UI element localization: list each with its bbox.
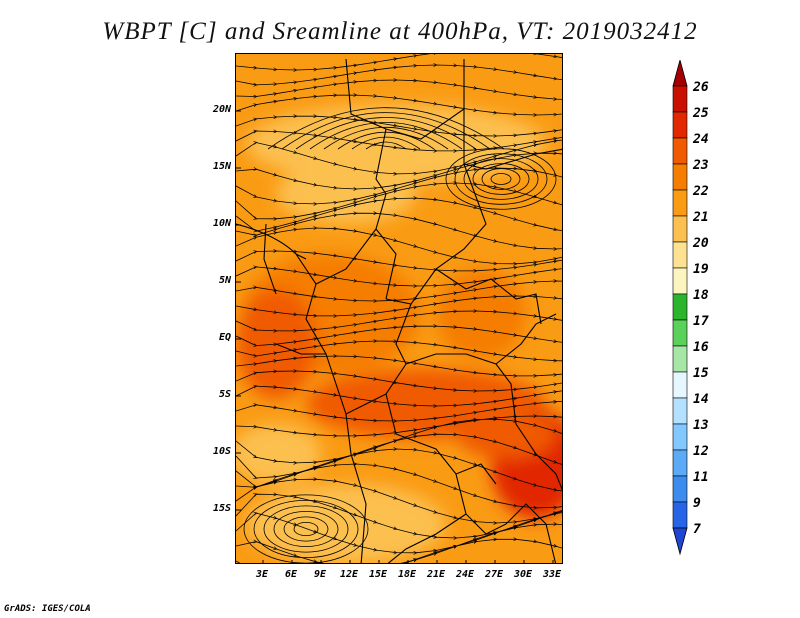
colorbar-label-11: 11: [693, 470, 709, 485]
colorbar-label-17: 17: [693, 314, 709, 329]
colorbar-segment: [672, 319, 688, 347]
streamline: [490, 173, 512, 185]
colorbar-segment: [672, 267, 688, 295]
streamline: [463, 158, 539, 200]
colorbar-segment: [672, 163, 688, 191]
streamline: [253, 500, 359, 558]
lon-label-30e: 30E: [513, 569, 533, 580]
streamline: [337, 131, 435, 150]
streamline: [445, 148, 557, 210]
lat-label-5s: 5S: [218, 389, 231, 400]
colorbar-segment: [672, 189, 688, 217]
axis-ticks: [236, 110, 554, 563]
streamline: [365, 141, 407, 150]
streamline: [309, 122, 463, 150]
lon-label-24e: 24E: [455, 569, 475, 580]
streamline: [293, 522, 319, 536]
lat-label-20n: 20N: [212, 104, 231, 115]
colorbar-segment: [672, 215, 688, 243]
lat-label-eq: EQ: [218, 332, 231, 343]
lat-label-15n: 15N: [212, 161, 231, 172]
colorbar-bottom-arrow: [672, 527, 688, 556]
lon-label-9e: 9E: [313, 569, 327, 580]
streamline: [351, 136, 421, 150]
colorbar-label-24: 24: [693, 132, 709, 147]
lat-label-5n: 5N: [218, 275, 231, 286]
grads-footer: GrADS: IGES/COLA: [4, 604, 91, 614]
colorbar-label-21: 21: [693, 210, 709, 225]
streamline: [273, 511, 339, 547]
colorbar-label-20: 20: [693, 236, 709, 251]
colorbar-segment: [672, 345, 688, 373]
lat-label-10s: 10S: [212, 446, 231, 457]
streamline: [267, 107, 505, 150]
lon-label-27e: 27E: [484, 569, 504, 580]
chart-title: WBPT [C] and Sreamline at 400hPa, VT: 20…: [102, 18, 698, 45]
streamline: [236, 539, 562, 563]
colorbar-segment: [672, 397, 688, 425]
lon-label-21e: 21E: [426, 569, 446, 580]
colorbar-label-26: 26: [693, 80, 709, 95]
colorbar-label-23: 23: [693, 158, 709, 173]
colorbar-segment: [672, 241, 688, 269]
colorbar-label-14: 14: [693, 392, 709, 407]
map-canvas: [236, 54, 562, 563]
colorbar-label-12: 12: [693, 444, 709, 459]
streamlines: [236, 54, 562, 563]
colorbar: [672, 60, 688, 556]
colorbar-segment: [672, 85, 688, 113]
map-panel: [235, 53, 563, 564]
lon-label-15e: 15E: [368, 569, 388, 580]
country-borders: [236, 58, 562, 563]
colorbar-segment: [672, 371, 688, 399]
streamline: [283, 516, 329, 542]
colorbar-segment: [672, 501, 688, 529]
streamline: [323, 126, 449, 150]
colorbar-label-18: 18: [693, 288, 709, 303]
lon-label-12e: 12E: [339, 569, 359, 580]
colorbar-segment: [672, 423, 688, 451]
colorbar-segment: [672, 475, 688, 503]
colorbar-label-13: 13: [693, 418, 709, 433]
streamline: [295, 117, 477, 150]
colorbar-segment: [672, 449, 688, 477]
colorbar-segment: [672, 293, 688, 321]
streamline: [481, 168, 521, 190]
lat-label-15s: 15S: [212, 503, 231, 514]
colorbar-label-25: 25: [693, 106, 709, 121]
lon-label-33e: 33E: [542, 569, 562, 580]
colorbar-label-22: 22: [693, 184, 709, 199]
lon-label-3e: 3E: [255, 569, 269, 580]
colorbar-label-9: 9: [693, 496, 701, 511]
colorbar-label-16: 16: [693, 340, 709, 355]
streamline: [454, 153, 548, 205]
colorbar-segment: [672, 137, 688, 165]
streamline: [472, 163, 530, 195]
colorbar-segment: [672, 111, 688, 139]
colorbar-label-7: 7: [693, 522, 701, 537]
streamline: [263, 505, 349, 553]
streamline: [243, 494, 369, 563]
lat-label-10n: 10N: [212, 218, 231, 229]
colorbar-label-15: 15: [693, 366, 709, 381]
lon-label-18e: 18E: [397, 569, 417, 580]
lon-label-6e: 6E: [284, 569, 298, 580]
colorbar-top-arrow: [672, 60, 688, 87]
colorbar-label-19: 19: [693, 262, 709, 277]
